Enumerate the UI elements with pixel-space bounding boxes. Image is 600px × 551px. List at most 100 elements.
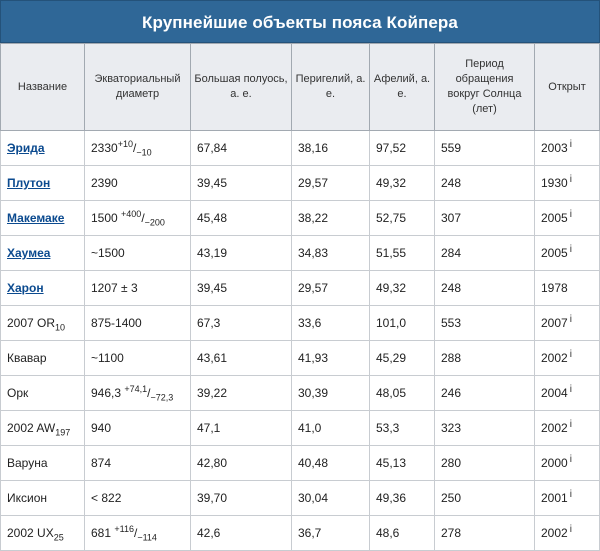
- diameter-value: ~1100: [91, 351, 124, 365]
- object-link[interactable]: Хаумеа: [7, 246, 51, 260]
- cell-aphelion: 52,75: [369, 200, 435, 236]
- discovery-year: 2003: [541, 141, 568, 155]
- cell-name: 2007 OR10: [0, 305, 85, 341]
- discovery-year: 2002: [541, 526, 568, 540]
- header-diameter: Экваториальный диаметр: [84, 43, 191, 131]
- cell-diameter: 681 +116/−114: [84, 515, 191, 551]
- object-name: 2002 UX: [7, 526, 54, 540]
- object-link[interactable]: Харон: [7, 281, 44, 295]
- table-row: Эрида 2330+10/−10 67,84 38,16 97,52 559 2003 i: [0, 130, 600, 166]
- cell-aphelion: 101,0: [369, 305, 435, 341]
- cell-perihelion: 34,83: [291, 235, 370, 271]
- cell-discovered: 2000 i: [534, 445, 600, 481]
- cell-semimajor-axis: 67,84: [190, 130, 292, 166]
- info-icon[interactable]: i: [569, 314, 572, 325]
- discovery-year: 2001: [541, 491, 568, 505]
- object-name-subscript: 197: [55, 427, 71, 438]
- info-icon[interactable]: i: [569, 209, 572, 220]
- cell-orbital-period: 288: [434, 340, 535, 376]
- cell-aphelion: 53,3: [369, 410, 435, 446]
- cell-semimajor-axis: 42,80: [190, 445, 292, 481]
- discovery-year: 2002: [541, 351, 568, 365]
- cell-orbital-period: 248: [434, 270, 535, 306]
- table-body: Эрида 2330+10/−10 67,84 38,16 97,52 559 2003 i П…: [0, 130, 600, 551]
- cell-perihelion: 33,6: [291, 305, 370, 341]
- cell-semimajor-axis: 45,48: [190, 200, 292, 236]
- object-link[interactable]: Макемаке: [7, 211, 65, 225]
- cell-diameter: 2390: [84, 165, 191, 201]
- info-icon[interactable]: i: [569, 419, 572, 430]
- table-row: Хаумеа ~1500 43,19 34,83 51,55 284 2005 i: [0, 235, 600, 271]
- table-row: 2002 UX25 681 +116/−114 42,6 36,7 48,6 278 200…: [0, 515, 600, 551]
- info-icon[interactable]: i: [569, 489, 572, 500]
- cell-diameter: ~1500: [84, 235, 191, 271]
- table-row: Харон 1207 ± 3 39,45 29,57 49,32 248 1978: [0, 270, 600, 306]
- cell-name: Эрида: [0, 130, 85, 166]
- cell-aphelion: 48,6: [369, 515, 435, 551]
- table-row: Квавар ~1100 43,61 41,93 45,29 288 2002 i: [0, 340, 600, 376]
- info-icon[interactable]: i: [569, 384, 572, 395]
- cell-orbital-period: 284: [434, 235, 535, 271]
- discovery-year: 2005: [541, 246, 568, 260]
- cell-discovered: 2005 i: [534, 200, 600, 236]
- cell-name: Макемаке: [0, 200, 85, 236]
- info-icon[interactable]: i: [569, 244, 572, 255]
- object-name: Иксион: [7, 491, 48, 505]
- cell-name: Иксион: [0, 480, 85, 516]
- cell-semimajor-axis: 39,45: [190, 165, 292, 201]
- diameter-separator: /: [132, 141, 137, 155]
- info-icon[interactable]: i: [569, 454, 572, 465]
- cell-aphelion: 97,52: [369, 130, 435, 166]
- discovery-year: 1978: [541, 281, 568, 295]
- object-name: Квавар: [7, 351, 47, 365]
- diameter-plus-error: +10: [117, 139, 133, 149]
- diameter-value: 681: [91, 526, 115, 540]
- object-link[interactable]: Эрида: [7, 141, 45, 155]
- cell-discovered: 2002 i: [534, 340, 600, 376]
- cell-semimajor-axis: 39,70: [190, 480, 292, 516]
- info-icon[interactable]: i: [569, 524, 572, 535]
- discovery-year: 2000: [541, 456, 568, 470]
- header-orbital-period: Период обращения вокруг Солнца (лет): [434, 43, 535, 131]
- cell-discovered: 2005 i: [534, 235, 600, 271]
- info-icon[interactable]: i: [569, 349, 572, 360]
- cell-diameter: 874: [84, 445, 191, 481]
- diameter-minus-error: −72,3: [150, 392, 174, 403]
- info-icon[interactable]: i: [569, 174, 572, 185]
- header-row: Название Экваториальный диаметр Большая …: [0, 43, 600, 131]
- cell-semimajor-axis: 67,3: [190, 305, 292, 341]
- object-name: Варуна: [7, 456, 48, 470]
- info-icon[interactable]: i: [569, 139, 572, 150]
- cell-orbital-period: 323: [434, 410, 535, 446]
- diameter-plus-error: +400: [121, 209, 142, 219]
- cell-orbital-period: 278: [434, 515, 535, 551]
- object-name: Орк: [7, 386, 29, 400]
- cell-semimajor-axis: 43,19: [190, 235, 292, 271]
- diameter-value: 940: [91, 421, 112, 435]
- table-row: Варуна 874 42,80 40,48 45,13 280 2000 i: [0, 445, 600, 481]
- object-name-subscript: 10: [55, 322, 66, 333]
- cell-semimajor-axis: 42,6: [190, 515, 292, 551]
- cell-perihelion: 30,04: [291, 480, 370, 516]
- table-title: Крупнейшие объекты пояса Койпера: [0, 0, 600, 43]
- cell-name: Квавар: [0, 340, 85, 376]
- cell-diameter: 946,3 +74,1/−72,3: [84, 375, 191, 411]
- diameter-value: 874: [91, 456, 112, 470]
- cell-perihelion: 29,57: [291, 270, 370, 306]
- cell-orbital-period: 250: [434, 480, 535, 516]
- diameter-separator: /: [147, 386, 151, 400]
- cell-semimajor-axis: 47,1: [190, 410, 292, 446]
- cell-orbital-period: 280: [434, 445, 535, 481]
- cell-diameter: ~1100: [84, 340, 191, 376]
- object-link[interactable]: Плутон: [7, 176, 51, 190]
- diameter-separator: /: [133, 526, 138, 540]
- cell-name: Харон: [0, 270, 85, 306]
- cell-perihelion: 36,7: [291, 515, 370, 551]
- cell-name: Варуна: [0, 445, 85, 481]
- discovery-year: 2002: [541, 421, 568, 435]
- cell-discovered: 2003 i: [534, 130, 600, 166]
- diameter-value: 1207 ± 3: [91, 281, 138, 295]
- header-perihelion: Перигелий, а. е.: [291, 43, 370, 131]
- cell-aphelion: 48,05: [369, 375, 435, 411]
